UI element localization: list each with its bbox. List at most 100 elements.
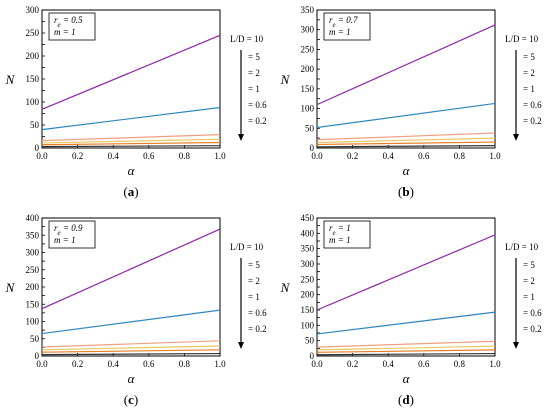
y-tick-label: 100 — [26, 317, 40, 327]
legend-item: = 5 — [523, 260, 535, 270]
legend-title: L/D = 10 — [230, 242, 264, 252]
x-tick-label: 0.8 — [454, 359, 466, 369]
y-tick-label: 100 — [26, 97, 40, 107]
legend-item: = 0.6 — [523, 308, 542, 318]
series-line — [316, 340, 496, 348]
x-tick-label: 0.8 — [454, 151, 466, 161]
caption-close: ) — [410, 184, 414, 199]
y-tick-label: 50 — [305, 336, 315, 346]
y-tick-label: 300 — [26, 5, 40, 15]
legend-item: = 2 — [523, 276, 535, 286]
parameter-m: m = 1 — [329, 27, 351, 37]
parameter-re: re = 0.7 — [329, 15, 358, 29]
y-tick-label: 200 — [26, 282, 40, 292]
y-tick-label: 0 — [35, 143, 40, 153]
legend-item: = 1 — [248, 292, 260, 302]
legend-item: = 0.6 — [523, 100, 542, 110]
x-tick-label: 0.0 — [36, 359, 48, 369]
y-tick-label: 250 — [26, 265, 40, 275]
x-tick-label: 1.0 — [214, 151, 226, 161]
y-tick-label: 100 — [301, 320, 315, 330]
legend-item: = 2 — [248, 68, 260, 78]
y-tick-label: 50 — [305, 123, 315, 133]
y-tick-label: 250 — [301, 44, 315, 54]
legend-item: = 1 — [248, 84, 260, 94]
x-tick-label: 0.8 — [179, 359, 191, 369]
x-tick-label: 0.2 — [72, 151, 83, 161]
legend-item: = 1 — [523, 292, 535, 302]
x-axis-label: α — [128, 163, 136, 178]
x-tick-label: 0.2 — [347, 151, 358, 161]
series-line — [41, 345, 221, 351]
series-line — [316, 24, 496, 106]
legend: L/D = 10 = 5 = 2 = 1 = 0.6 = 0.2 — [505, 242, 542, 349]
parameter-re-value: = 0.9 — [61, 223, 83, 233]
caption-letter: a — [128, 184, 135, 199]
y-axis-label: N — [280, 280, 291, 295]
series-line — [41, 352, 221, 356]
series-line — [316, 137, 496, 144]
parameter-re-subscript: e — [333, 229, 336, 237]
y-tick-label: 300 — [26, 248, 40, 258]
x-tick-label: 1.0 — [489, 151, 501, 161]
legend-item: = 5 — [248, 260, 260, 270]
parameter-box-frame — [323, 220, 371, 249]
series-line — [41, 349, 221, 353]
parameter-m: m = 1 — [54, 27, 76, 37]
series-line — [41, 145, 221, 148]
series-line — [41, 228, 221, 310]
caption-open: ( — [398, 392, 402, 407]
y-tick-label: 350 — [301, 244, 315, 254]
series-line — [316, 102, 496, 129]
parameter-re: re = 1 — [329, 223, 351, 237]
series-line — [41, 34, 221, 110]
series-line — [316, 311, 496, 335]
series-line — [316, 145, 496, 148]
x-axis-label: α — [128, 371, 136, 386]
chart-panel-c: 0 50 100 150 200 250 300 350 400 0.0 0.2 0.4 0.6 0.8 1… — [5, 213, 267, 407]
x-tick-label: 0.8 — [179, 151, 191, 161]
parameter-re: re = 0.5 — [54, 15, 83, 29]
legend: L/D = 10 = 5 = 2 = 1 = 0.6 = 0.2 — [230, 242, 267, 349]
panel-caption: (c) — [124, 392, 138, 407]
y-tick-label: 350 — [301, 5, 315, 15]
y-tick-label: 450 — [301, 213, 315, 223]
chart-panel-d: 0 50 100 150 200 250 300 350 400 450 0.0 0.2 0.4 0.6 0… — [280, 213, 542, 407]
y-tick-label: 250 — [26, 28, 40, 38]
parameter-m: m = 1 — [329, 235, 351, 245]
parameter-re-symbol: r — [329, 223, 333, 233]
y-tick-label: 400 — [301, 228, 315, 238]
y-tick-label: 50 — [30, 120, 40, 130]
y-tick-label: 0 — [35, 351, 40, 361]
parameter-box: re = 0.9m = 1 — [48, 220, 96, 249]
x-tick-label: 1.0 — [489, 359, 501, 369]
legend-item: = 0.2 — [248, 324, 267, 334]
parameter-re-symbol: r — [54, 15, 58, 25]
series-line — [41, 106, 221, 131]
legend: L/D = 10 = 5 = 2 = 1 = 0.6 = 0.2 — [230, 34, 267, 141]
legend-item: = 5 — [523, 52, 535, 62]
y-tick-label: 400 — [26, 213, 40, 223]
chart-panel-b: 0 50 100 150 200 250 300 350 0.0 0.2 0.4 0.6 0.8 1.0 α… — [280, 5, 542, 199]
legend-item: = 1 — [523, 84, 535, 94]
y-tick-label: 300 — [301, 25, 315, 35]
panel-caption: (a) — [123, 184, 138, 199]
legend-item: = 0.6 — [248, 308, 267, 318]
caption-close: ) — [410, 392, 414, 407]
y-tick-label: 150 — [301, 305, 315, 315]
parameter-re: re = 0.9 — [54, 223, 83, 237]
series-line — [41, 138, 221, 144]
parameter-re-subscript: e — [58, 21, 61, 29]
x-tick-label: 0.4 — [108, 151, 120, 161]
legend-arrow-head — [238, 134, 244, 141]
x-tick-label: 1.0 — [214, 359, 226, 369]
y-tick-label: 0 — [310, 143, 315, 153]
series-line — [316, 345, 496, 351]
x-tick-label: 0.4 — [383, 151, 395, 161]
caption-open: ( — [124, 392, 128, 407]
parameter-box: re = 0.7m = 1 — [323, 12, 371, 41]
caption-letter: b — [402, 184, 409, 199]
y-tick-label: 150 — [26, 299, 40, 309]
parameter-box-frame — [323, 12, 371, 41]
legend-item: = 2 — [523, 68, 535, 78]
